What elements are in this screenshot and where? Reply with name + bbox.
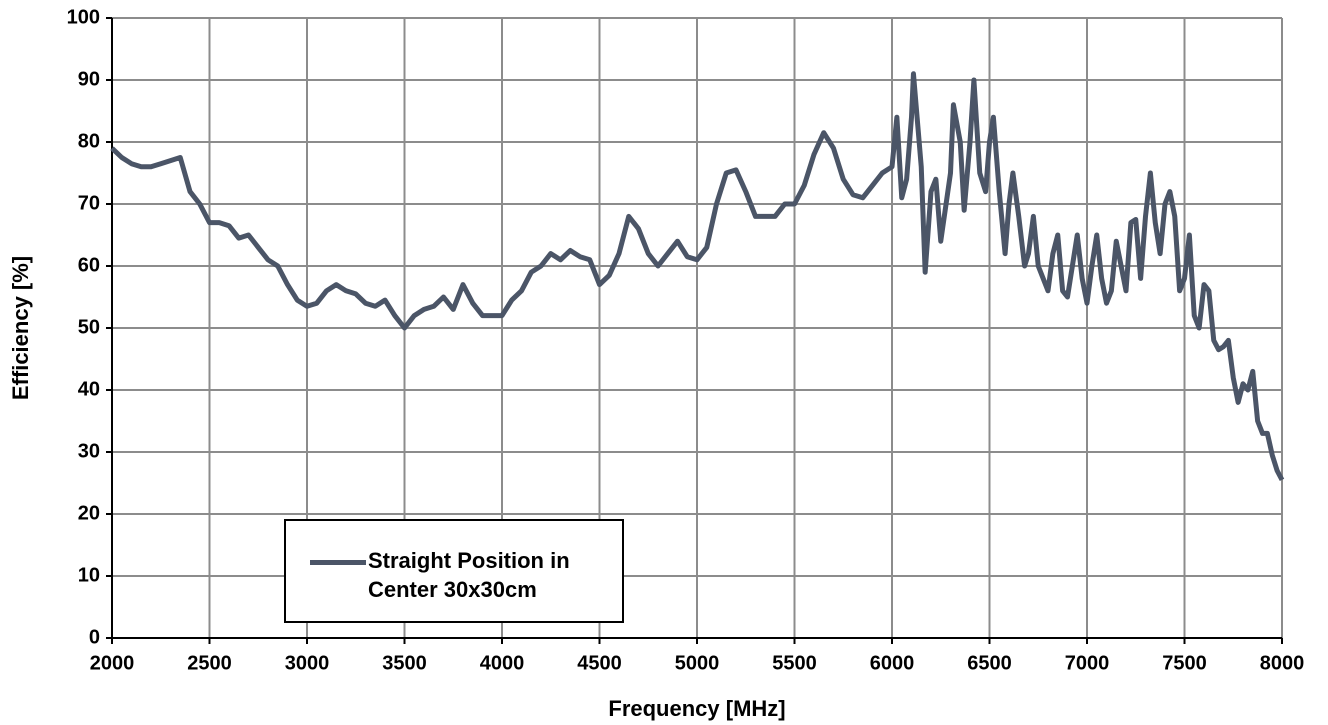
y-tick-label: 30: [78, 440, 100, 462]
y-tick-label: 60: [78, 254, 100, 276]
y-tick-label: 80: [78, 130, 100, 152]
x-tick-label: 4500: [577, 652, 622, 674]
y-tick-label: 90: [78, 68, 100, 90]
x-tick-label: 3500: [382, 652, 427, 674]
legend-label: Straight Position in Center 30x30cm: [368, 548, 570, 602]
y-tick-label: 50: [78, 316, 100, 338]
x-axis-title: Frequency [MHz]: [608, 696, 785, 721]
x-tick-label: 7500: [1162, 652, 1207, 674]
x-tick-label: 2500: [187, 652, 232, 674]
y-tick-label: 100: [67, 6, 100, 28]
y-tick-label: 0: [89, 626, 100, 648]
legend: Straight Position in Center 30x30cm: [284, 519, 624, 623]
x-tick-label: 2000: [90, 652, 135, 674]
x-tick-label: 6500: [967, 652, 1012, 674]
legend-swatch: [310, 560, 366, 565]
x-tick-label: 6000: [870, 652, 915, 674]
x-tick-label: 5500: [772, 652, 817, 674]
line-series: [110, 71, 1285, 482]
y-tick-label: 10: [78, 564, 100, 586]
y-tick-label: 20: [78, 502, 100, 524]
y-axis-title: Efficiency [%]: [8, 256, 33, 400]
y-tick-label: 70: [78, 192, 100, 214]
x-tick-label: 8000: [1260, 652, 1305, 674]
y-tick-label: 40: [78, 378, 100, 400]
x-tick-label: 7000: [1065, 652, 1110, 674]
x-tick-label: 3000: [285, 652, 330, 674]
x-tick-label: 5000: [675, 652, 720, 674]
x-tick-label: 4000: [480, 652, 525, 674]
